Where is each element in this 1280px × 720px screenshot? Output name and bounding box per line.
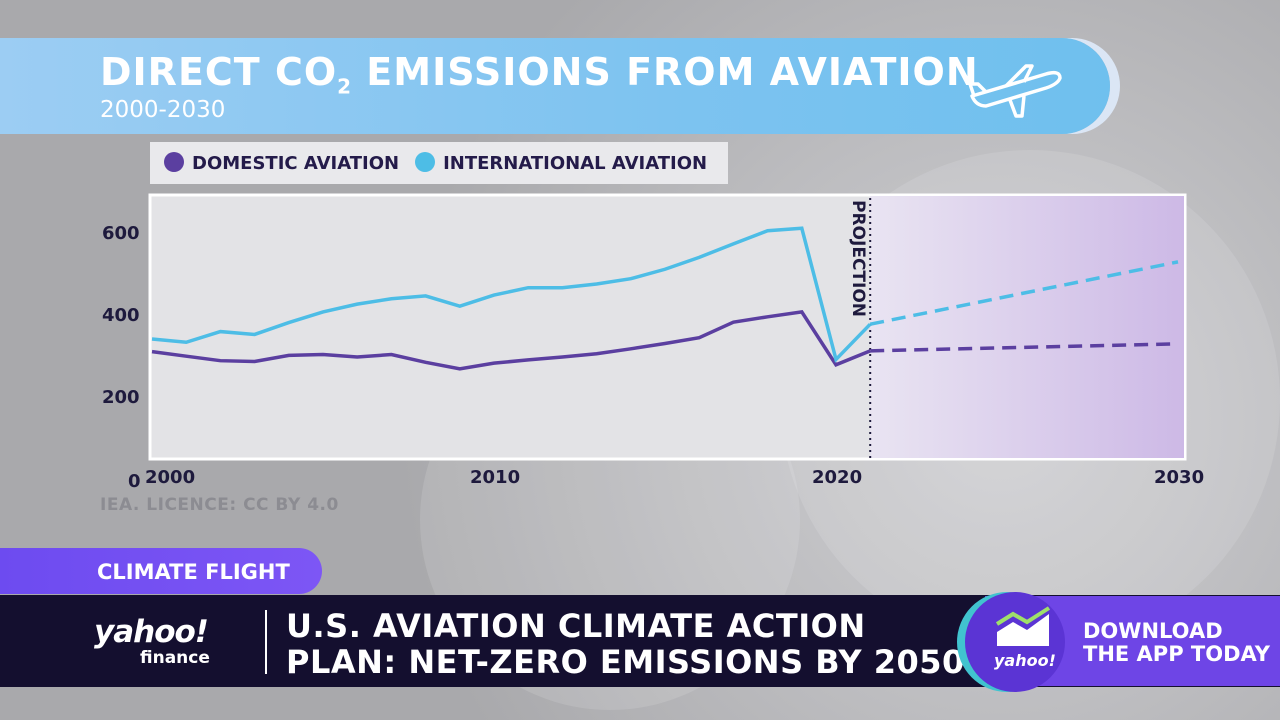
x-tick-label: 2030: [1154, 467, 1205, 488]
airplane-icon: [968, 64, 1062, 118]
legend-label-domestic: DOMESTIC AVIATION: [192, 153, 400, 174]
legend-marker-domestic: [164, 152, 184, 172]
segment-tag: CLIMATE FLIGHT: [0, 548, 322, 594]
legend-marker-international: [415, 152, 436, 172]
finance-logo-text: finance: [140, 648, 210, 668]
source-credit: IEA. LICENCE: CC BY 4.0: [100, 495, 339, 515]
x-tick-label: 2000: [145, 467, 196, 488]
yahoo-logo: yahoo!: [94, 614, 209, 650]
projection-region: [870, 196, 1184, 458]
projection-label: PROJECTION: [848, 200, 868, 317]
legend-item-international: INTERNATIONAL AVIATION: [415, 152, 707, 174]
download-app-text[interactable]: DOWNLOAD THE APP TODAY: [1083, 619, 1270, 666]
yahoo-app-logo: yahoo!: [994, 651, 1056, 670]
chart-title: DIRECT CO2 EMISSIONS FROM AVIATION: [100, 50, 979, 99]
logo-divider: [265, 610, 267, 674]
x-tick-label: 2010: [470, 467, 521, 488]
chart-legend: DOMESTIC AVIATION INTERNATIONAL AVIATION: [150, 142, 728, 184]
y-tick-label: 400: [102, 305, 140, 326]
domestic-projection-line: [870, 342, 1179, 353]
x-tick-label: 2020: [812, 467, 863, 488]
y-tick-label: 200: [102, 387, 140, 408]
title-banner: [0, 38, 1110, 134]
chart-subtitle: 2000-2030: [100, 97, 226, 123]
domestic-series-line: [151, 310, 871, 371]
y-tick-label: 600: [102, 223, 140, 244]
international-projection-line: [869, 260, 1179, 326]
y-tick-label: 0: [128, 471, 141, 492]
headline: U.S. AVIATION CLIMATE ACTION PLAN: NET-ZE…: [286, 607, 965, 681]
legend-item-domestic: DOMESTIC AVIATION: [164, 152, 399, 174]
chart-trend-icon: [995, 606, 1051, 646]
international-series-line: [151, 226, 872, 363]
legend-label-international: INTERNATIONAL AVIATION: [443, 153, 708, 174]
